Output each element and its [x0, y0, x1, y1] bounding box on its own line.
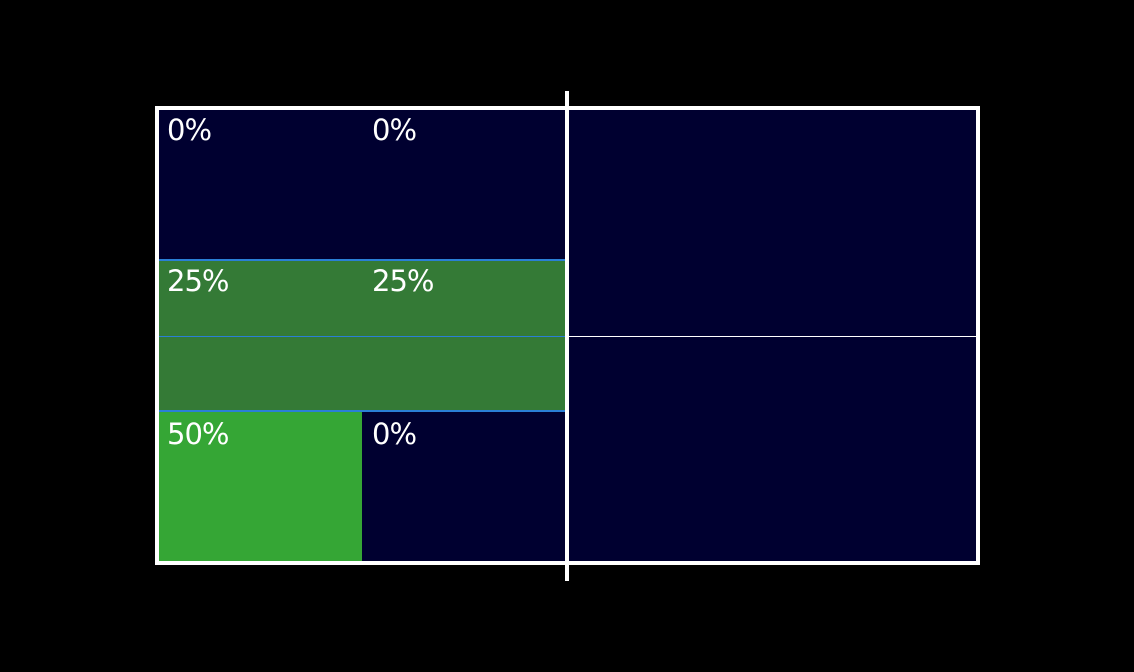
zone-top-mid-label: 0%: [372, 113, 417, 147]
zone-top-mid[interactable]: 0%: [362, 108, 565, 259]
zone-mid-mid[interactable]: 25%: [362, 259, 568, 412]
zone-right-top[interactable]: [569, 108, 976, 336]
right-center-line: [569, 336, 976, 337]
zone-bottom-left-label: 50%: [167, 417, 229, 451]
zone-top-left-label: 0%: [167, 113, 212, 147]
zone-mid-left[interactable]: 25%: [157, 259, 362, 412]
net-line: [565, 91, 569, 581]
zone-mid-left-label: 25%: [167, 264, 229, 298]
zone-bottom-left[interactable]: 50%: [157, 412, 362, 563]
zone-bottom-mid-label: 0%: [372, 417, 417, 451]
zone-bottom-mid[interactable]: 0%: [362, 412, 565, 563]
zone-right-bottom[interactable]: [569, 337, 976, 563]
zone-mid-mid-label: 25%: [372, 264, 434, 298]
selected-band-divider: [157, 336, 568, 337]
zone-top-left[interactable]: 0%: [157, 108, 362, 259]
